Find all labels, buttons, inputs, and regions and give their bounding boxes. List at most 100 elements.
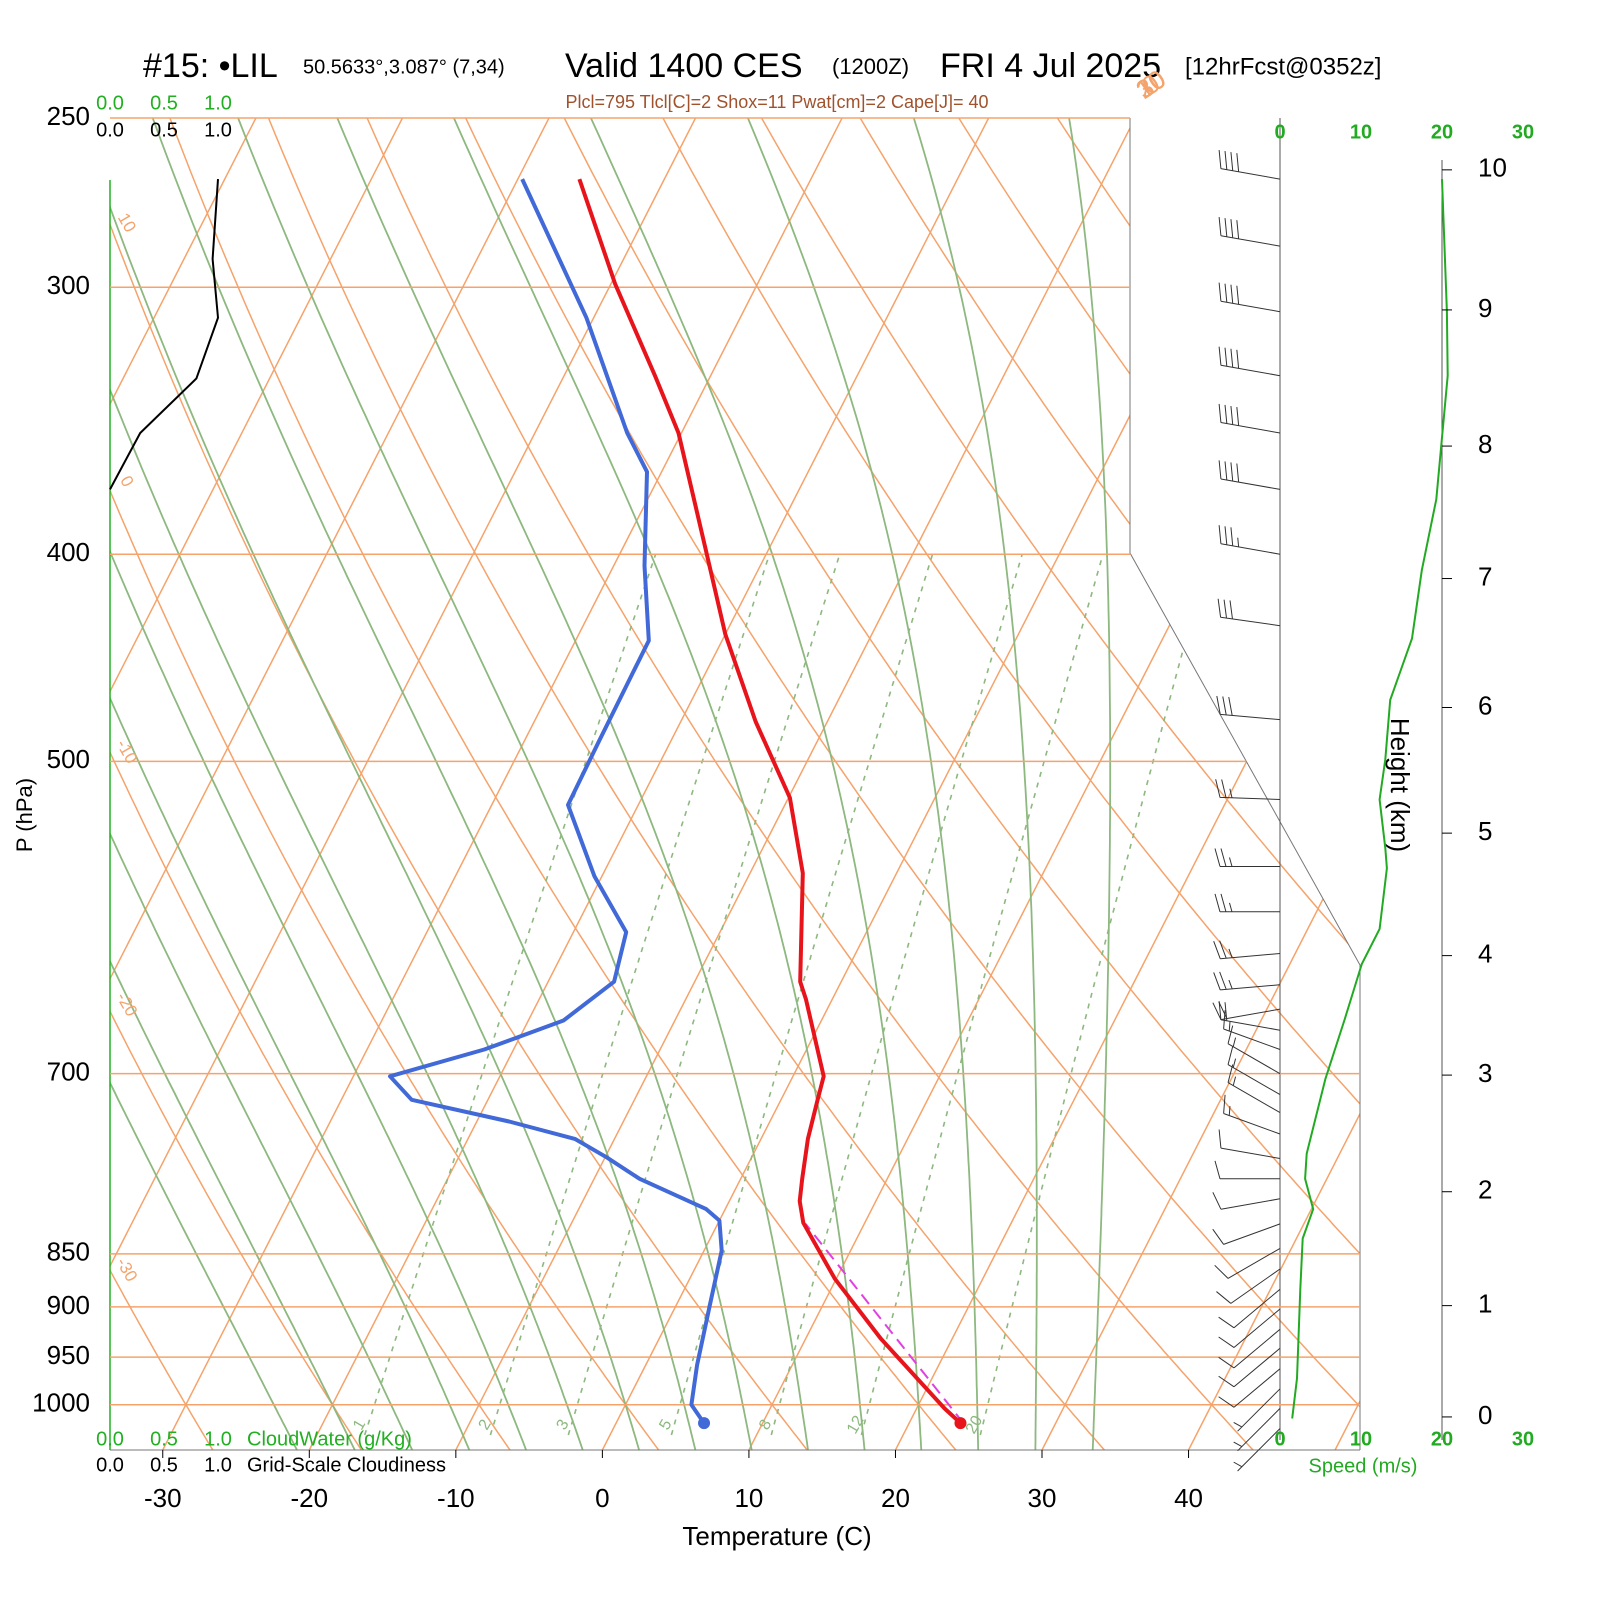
isotherm [1041, 118, 1360, 1450]
x-tick-label: 30 [1028, 1483, 1057, 1513]
wind-barb [1218, 217, 1281, 247]
wind-barb [1218, 1129, 1281, 1159]
dry-adiabat [662, 118, 1360, 1450]
y-tick-label: 300 [47, 270, 90, 300]
wind-barb [1233, 1428, 1281, 1472]
title-utc: (1200Z) [832, 54, 909, 79]
wind-barb [1227, 1025, 1281, 1075]
wind-barb [1218, 460, 1281, 490]
wind-barb [1215, 779, 1281, 800]
y-axis-label: P (hPa) [12, 778, 37, 852]
mixing-ratio-label: 20 [963, 1413, 987, 1437]
dry-adiabat [110, 118, 511, 1450]
x-tick-label: 20 [881, 1483, 910, 1513]
speed-label: Speed (m/s) [1309, 1455, 1418, 1477]
isotherm [110, 118, 404, 1450]
scale-tick-label: 1.0 [204, 119, 232, 141]
y-tick-label: 250 [47, 101, 90, 131]
height-tick-label: 4 [1478, 938, 1492, 968]
title-forecast: [12hrFcst@0352z] [1185, 53, 1381, 80]
dry-adiabat [859, 118, 1360, 1450]
profile-line [388, 178, 724, 1425]
height-tick-label: 8 [1478, 429, 1492, 459]
moist-adiabat [453, 118, 866, 1450]
y-tick-label: 700 [47, 1057, 90, 1087]
dry-adiabat [169, 118, 957, 1450]
isotherm [455, 118, 1136, 1450]
parcel-line [804, 1223, 965, 1424]
x-tick-label: 10 [734, 1483, 763, 1513]
isotherm [162, 118, 843, 1450]
x-tick-label: -30 [144, 1483, 182, 1513]
wind-barb [1218, 1308, 1281, 1348]
scale-tick-label: 0.5 [150, 1454, 178, 1476]
moist-adiabat [747, 118, 980, 1450]
wind-barb [1233, 1408, 1281, 1452]
scale-tick-label: 0.5 [150, 1428, 178, 1450]
wind-barb [1218, 149, 1281, 180]
wind-barb [1218, 1347, 1281, 1388]
title-coords: 50.5633°,3.087° (7,34) [303, 56, 505, 78]
mixing-ratio-line [770, 554, 1023, 1436]
y-tick-label: 500 [47, 744, 90, 774]
scale-tick-label: 1.0 [204, 92, 232, 114]
cloudiness-label: Grid-Scale Cloudiness [247, 1454, 446, 1476]
dry-adiabat [465, 118, 1360, 1450]
wind-barb [1214, 848, 1280, 867]
height-tick-label: 9 [1478, 293, 1492, 323]
dry-adiabat [110, 118, 363, 1450]
moist-adiabat [151, 118, 697, 1450]
scale-tick-label: 0.5 [150, 119, 178, 141]
scale-tick-label: 0.0 [96, 1454, 124, 1476]
moist-adiabat [110, 118, 471, 1450]
wind-barb [1213, 940, 1281, 960]
wind-barb [1212, 1192, 1281, 1210]
y-tick-label: 900 [47, 1290, 90, 1320]
isotherm [110, 118, 697, 1450]
mixing-ratio-line [979, 554, 1210, 1436]
isotherm [894, 118, 1360, 1450]
scale-tick-label: 0.0 [96, 92, 124, 114]
isotherm [110, 118, 257, 1450]
scale-tick-label: 0.0 [96, 1428, 124, 1450]
y-tick-label: 850 [47, 1237, 90, 1267]
y-tick-label: 950 [47, 1340, 90, 1370]
moist-adiabat [110, 118, 298, 1450]
moist-adiabat [110, 118, 527, 1450]
speed-tick-label: 30 [1512, 121, 1534, 143]
speed-tick-label: 10 [1350, 1428, 1372, 1450]
scale-tick-label: 1.0 [204, 1454, 232, 1476]
y-tick-label: 400 [47, 537, 90, 567]
title-date: FRI 4 Jul 2025 [940, 47, 1161, 85]
x-tick-label: 40 [1174, 1483, 1203, 1513]
dry-adiabat [110, 118, 660, 1450]
moist-adiabat [237, 118, 753, 1450]
x-tick-label: -20 [291, 1483, 329, 1513]
moist-adiabat [590, 118, 923, 1450]
x-tick-label: -10 [437, 1483, 475, 1513]
wind-barb [1218, 403, 1281, 434]
wind-barb [1214, 893, 1280, 913]
wind-barb [1218, 1001, 1281, 1031]
wind-barb [1227, 1046, 1281, 1096]
dry-adiabat [760, 118, 1360, 1450]
surface-point [954, 1417, 967, 1430]
wind-barb [1214, 1160, 1280, 1180]
dry-adiabat [563, 118, 1360, 1450]
isotherm [308, 118, 990, 1450]
height-label: Height (km) [1385, 718, 1415, 852]
moist-adiabat [110, 118, 640, 1450]
height-tick-label: 1 [1478, 1289, 1492, 1319]
wind-barb [1212, 1223, 1281, 1245]
moist-adiabat [110, 118, 584, 1450]
speed-tick-label: 0 [1274, 121, 1285, 143]
wind-barb [1213, 971, 1281, 991]
cloudiness-line [109, 179, 220, 490]
dry-adiabat [110, 118, 214, 1450]
wind-barb [1214, 1247, 1281, 1279]
wind-barb [1218, 346, 1281, 377]
height-tick-label: 0 [1478, 1400, 1492, 1430]
